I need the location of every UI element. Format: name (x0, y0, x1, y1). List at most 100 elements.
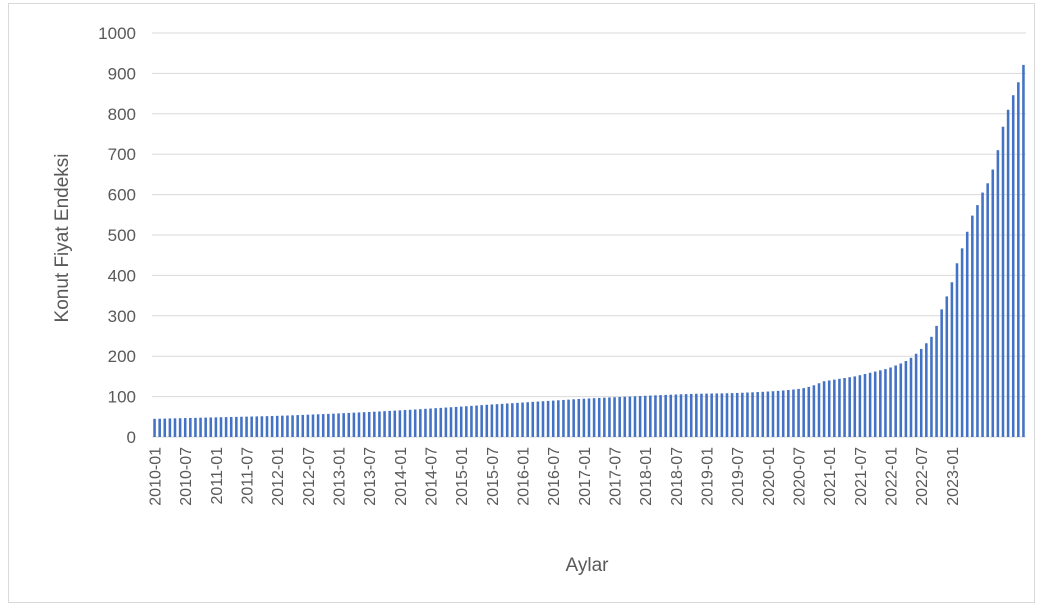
bar (863, 373, 867, 437)
x-axis-ticks: 2010-01 2010-07 2011-01 2011-07 2012-01 2012-… (148, 447, 962, 506)
x-tick-label: 2017-07 (608, 447, 625, 506)
bar (281, 415, 284, 437)
bar (971, 215, 974, 437)
bar (209, 417, 213, 437)
bar (342, 413, 345, 437)
bar (802, 388, 805, 437)
bar (613, 397, 616, 437)
x-tick-label: 2012-07 (301, 447, 318, 506)
x-axis-title: Aylar (566, 555, 610, 576)
y-tick-label: 0 (127, 428, 136, 447)
bar (357, 412, 361, 437)
bar (235, 416, 238, 437)
bar (240, 416, 243, 437)
bar (827, 380, 831, 437)
x-tick-label: 2010-07 (178, 447, 195, 506)
bar (495, 404, 499, 437)
bar (725, 393, 729, 437)
bar (822, 381, 826, 437)
bar (715, 393, 719, 437)
x-tick-label: 2021-01 (822, 447, 839, 506)
bar (807, 386, 811, 437)
bar (214, 417, 218, 437)
bar (643, 395, 647, 437)
bars (153, 64, 1025, 438)
bar (459, 406, 463, 437)
bar (930, 336, 933, 437)
bar (199, 417, 202, 437)
bar (224, 417, 228, 437)
bar (976, 205, 979, 437)
x-tick-label: 2019-01 (700, 447, 717, 506)
bar (792, 389, 795, 437)
bar (909, 357, 913, 437)
bar (817, 383, 821, 437)
bar (454, 406, 458, 437)
bar (301, 414, 305, 437)
bar (659, 395, 662, 437)
bar (526, 402, 529, 437)
bar (751, 392, 754, 437)
x-tick-label: 2020-01 (761, 447, 778, 506)
x-tick-label: 2012-01 (270, 447, 287, 506)
bar (275, 415, 279, 437)
bar (945, 296, 949, 437)
x-tick-label: 2016-01 (516, 447, 533, 506)
bar (327, 413, 330, 437)
bar (541, 401, 545, 437)
bar (991, 169, 995, 438)
bar (935, 325, 938, 437)
bar (511, 403, 514, 437)
bar (189, 417, 192, 437)
bar (378, 411, 381, 437)
x-tick-label: 2013-07 (362, 447, 379, 506)
bar (843, 378, 846, 437)
bar (168, 418, 172, 437)
x-tick-label: 2018-01 (638, 447, 655, 506)
bar (679, 394, 683, 437)
bar (1017, 82, 1020, 437)
bar (858, 375, 862, 437)
bar (352, 412, 356, 437)
bar (1001, 126, 1005, 437)
x-tick-label: 2010-01 (148, 447, 165, 506)
bar (470, 405, 473, 437)
x-tick-label: 2011-01 (209, 447, 226, 505)
bar (674, 394, 678, 437)
bar (521, 402, 524, 437)
bar (408, 409, 412, 437)
bar (373, 411, 376, 437)
bar (439, 407, 443, 437)
bar (1006, 109, 1010, 437)
bar (848, 377, 851, 437)
bar (490, 404, 494, 437)
bar (838, 378, 841, 437)
bar (178, 418, 182, 437)
bar (250, 416, 253, 437)
bar (654, 395, 657, 437)
bar (337, 413, 340, 437)
bar (868, 372, 872, 437)
bar (771, 391, 775, 437)
bar (781, 390, 785, 437)
x-tick-label: 2015-07 (485, 447, 502, 506)
x-tick-label: 2011-07 (240, 447, 257, 505)
bar (403, 410, 407, 437)
y-tick-label: 700 (108, 145, 136, 164)
bar (879, 370, 882, 437)
bar (577, 399, 581, 437)
bar (480, 405, 483, 437)
bar (465, 406, 468, 437)
y-tick-label: 300 (108, 307, 136, 326)
bar (551, 400, 555, 437)
bar (904, 361, 908, 437)
y-tick-label: 100 (108, 388, 136, 407)
bar (265, 416, 269, 437)
bar (291, 415, 294, 437)
bar (587, 398, 591, 437)
bar (332, 413, 335, 437)
bar-chart: 0 100 200 300 400 500 600 700 800 900 1000 2010-01… (52, 24, 1026, 576)
bar (761, 391, 765, 437)
bar (183, 418, 187, 437)
x-tick-label: 2021-07 (853, 447, 870, 506)
